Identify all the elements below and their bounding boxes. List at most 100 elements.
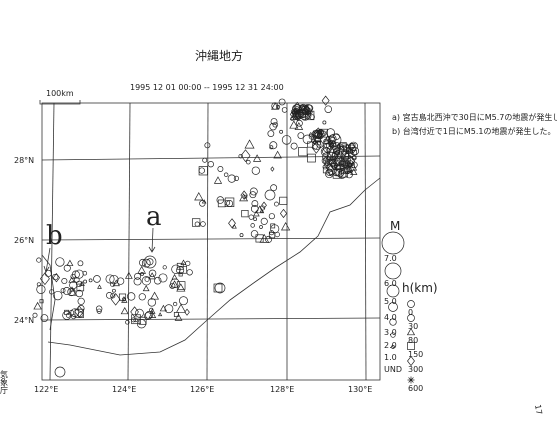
event	[290, 142, 298, 150]
depth-label: 30	[408, 322, 418, 331]
event	[127, 292, 136, 301]
lon-label: 128°E	[270, 385, 294, 394]
event	[261, 201, 267, 210]
event	[303, 104, 311, 114]
annotation: b	[46, 221, 63, 251]
event	[148, 311, 157, 318]
event	[311, 141, 322, 154]
events	[32, 95, 359, 378]
event	[176, 281, 186, 290]
event	[184, 308, 190, 316]
event	[270, 184, 278, 192]
event	[322, 164, 328, 170]
magnitude-symbol	[390, 332, 396, 338]
event	[241, 210, 249, 218]
event	[138, 316, 147, 325]
event	[141, 276, 152, 286]
event	[171, 273, 178, 280]
event	[52, 273, 59, 281]
event	[153, 276, 162, 285]
magnitude-label: 1.0	[384, 353, 397, 362]
event	[213, 283, 223, 293]
event	[329, 139, 338, 147]
event	[202, 157, 208, 163]
event	[289, 120, 299, 129]
lon-label: 126°E	[190, 385, 214, 394]
magnitude-label: 5.0	[384, 297, 397, 306]
period: 1995 12 01 00:00 -- 1995 12 31 24:00	[130, 83, 284, 92]
map-frame	[41, 102, 381, 381]
event	[278, 98, 286, 106]
event	[224, 200, 231, 206]
event	[147, 298, 157, 307]
scale-bar	[39, 100, 81, 105]
event	[110, 281, 116, 287]
event	[273, 150, 282, 159]
event	[40, 314, 49, 323]
event	[240, 149, 251, 163]
event	[150, 291, 159, 300]
event	[191, 218, 201, 227]
event	[171, 264, 181, 274]
event	[217, 166, 224, 172]
event	[110, 293, 121, 306]
depth-symbol	[406, 327, 416, 336]
event	[157, 312, 163, 317]
event	[176, 283, 186, 292]
event	[75, 289, 84, 298]
note: b) 台湾付近で1日にM5.1の地震が発生した。	[392, 126, 555, 136]
event	[118, 293, 127, 301]
event	[131, 317, 136, 323]
event	[179, 265, 188, 274]
event	[253, 217, 258, 222]
event	[270, 166, 275, 172]
event	[292, 112, 298, 118]
event	[331, 152, 339, 160]
event	[347, 157, 355, 165]
lon-label: 124°E	[112, 385, 136, 394]
event	[96, 308, 102, 314]
magnitude-symbol	[381, 231, 405, 255]
event	[49, 289, 55, 295]
event	[97, 284, 102, 289]
depth-symbol	[407, 342, 415, 350]
legend: M h(km)	[390, 219, 438, 295]
depth-symbol	[407, 376, 415, 384]
magnitude-label: 6.0	[384, 279, 397, 288]
event	[349, 163, 355, 169]
event	[323, 156, 333, 166]
event	[68, 288, 77, 296]
event	[93, 275, 101, 283]
event	[145, 311, 154, 319]
event	[164, 304, 174, 314]
event	[213, 176, 223, 184]
lon-label: 130°E	[348, 385, 372, 394]
event	[343, 144, 350, 151]
scale-label: 100km	[46, 89, 74, 98]
event	[259, 225, 263, 229]
event	[61, 278, 68, 285]
legend-title: h(km)	[402, 281, 438, 295]
magnitude-symbol	[386, 284, 400, 298]
event	[259, 233, 270, 243]
event	[322, 120, 327, 125]
note: a) 宮古島北西沖で30日にM5.7の地震が発生した。	[392, 112, 557, 122]
event	[350, 168, 358, 175]
depth-symbol	[407, 300, 415, 308]
event	[40, 272, 50, 286]
event	[246, 159, 251, 165]
lat-label: 24°N	[14, 316, 34, 325]
event	[316, 141, 324, 149]
event	[125, 320, 130, 325]
event	[274, 201, 279, 207]
lon-label: 122°E	[34, 385, 58, 394]
event	[201, 199, 207, 204]
event	[54, 366, 66, 378]
lat-label: 26°N	[14, 236, 34, 245]
magnitude-label: 3.0	[384, 328, 397, 337]
event	[330, 137, 336, 142]
event	[319, 128, 328, 138]
event	[62, 287, 71, 295]
event	[149, 308, 156, 314]
event	[333, 133, 340, 140]
